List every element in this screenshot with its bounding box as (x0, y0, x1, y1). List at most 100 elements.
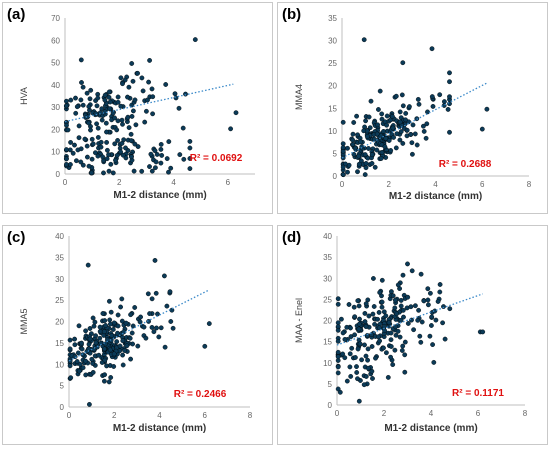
data-point (72, 342, 78, 348)
data-point (381, 309, 387, 315)
data-point (228, 126, 234, 132)
data-point (379, 299, 385, 305)
data-point (431, 359, 437, 365)
data-point (432, 308, 438, 314)
data-point (382, 328, 388, 334)
data-point (335, 327, 341, 333)
data-point (123, 320, 129, 326)
data-point (362, 319, 368, 325)
data-point (181, 156, 187, 162)
data-point (79, 340, 84, 346)
data-point (400, 103, 406, 109)
data-point (447, 306, 453, 312)
data-point (145, 291, 151, 297)
x-tick-label: 0 (67, 411, 72, 420)
y-tick-label: 0 (60, 403, 65, 412)
panel-label-b: (b) (282, 6, 302, 23)
data-point (397, 334, 403, 340)
data-point (440, 320, 446, 326)
y-tick-label: 35 (323, 253, 332, 262)
data-point (357, 321, 362, 327)
data-point (118, 103, 124, 109)
data-point (411, 327, 417, 333)
x-tick-label: 2 (387, 180, 392, 189)
data-point (409, 140, 415, 146)
data-point (351, 151, 357, 157)
data-point (388, 337, 394, 343)
data-point (395, 282, 401, 288)
data-point (107, 99, 113, 105)
data-point (95, 95, 101, 101)
data-point (122, 348, 128, 353)
data-point (119, 117, 125, 123)
data-point (403, 111, 409, 116)
data-point (412, 303, 418, 309)
data-point (156, 334, 162, 340)
data-point (480, 329, 486, 335)
data-point (150, 111, 156, 117)
data-point (85, 154, 90, 160)
data-point (362, 172, 368, 178)
data-point (406, 104, 412, 110)
data-point (108, 161, 114, 167)
data-point (400, 343, 406, 349)
data-point (152, 148, 158, 154)
data-point (115, 323, 121, 329)
data-point (118, 75, 124, 81)
data-point (65, 127, 71, 133)
data-point (167, 289, 173, 295)
panel-d: (d) 0 5 10 15 20 25 30 35 40 0 2 4 6 8 M1-2 distance (… (277, 225, 548, 445)
y-tick-label: 10 (323, 359, 332, 368)
y-tick-label: 5 (328, 380, 333, 389)
data-point (409, 151, 415, 157)
data-point (68, 375, 74, 381)
data-point (72, 142, 77, 148)
data-point (335, 338, 341, 344)
data-point (153, 159, 159, 165)
data-point (376, 310, 382, 315)
scatter-chart-d: 0 5 10 15 20 25 30 35 40 0 2 4 6 8 M1-2 distance (mm) M… (294, 232, 528, 434)
data-point (392, 305, 398, 311)
y-tick-label: 30 (55, 275, 64, 284)
data-point (369, 344, 375, 349)
data-point (335, 354, 341, 360)
data-point (103, 120, 109, 126)
data-point (390, 362, 396, 368)
data-point (362, 311, 368, 316)
data-point (350, 131, 356, 137)
data-point (335, 370, 341, 376)
data-point (372, 164, 378, 170)
data-point (401, 314, 406, 320)
data-point (344, 378, 350, 384)
data-point (76, 135, 82, 141)
data-point (104, 363, 110, 369)
data-point (368, 98, 374, 104)
data-point (104, 129, 109, 135)
data-point (423, 135, 429, 141)
data-point (377, 290, 383, 295)
data-point (429, 314, 435, 320)
data-point (405, 321, 411, 326)
data-point (89, 170, 95, 176)
data-point (378, 133, 384, 139)
data-point (347, 351, 353, 357)
data-point (429, 94, 435, 100)
data-point (152, 258, 158, 263)
data-point (78, 146, 84, 152)
data-point (163, 82, 169, 87)
data-point (386, 138, 392, 143)
data-point (64, 161, 69, 167)
data-point (388, 354, 394, 360)
y-axis-label: MAA - Enel (294, 298, 304, 343)
data-point (132, 305, 138, 310)
y-tick-label: 40 (55, 232, 64, 241)
data-point (390, 125, 396, 131)
r-squared-label: R² = 0.2466 (174, 389, 227, 400)
y-axis-label: HVA (19, 87, 29, 105)
data-point (369, 152, 375, 158)
data-point (138, 314, 144, 320)
data-point (395, 328, 401, 334)
data-point (120, 338, 126, 344)
data-point (85, 262, 91, 268)
data-point (112, 115, 118, 121)
